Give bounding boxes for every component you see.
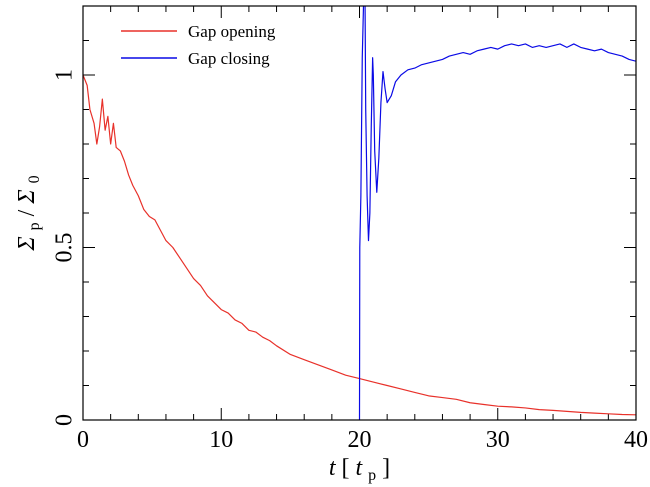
y-axis-num: Σ bbox=[14, 236, 40, 251]
legend-label-gap-opening: Gap opening bbox=[188, 22, 276, 41]
axis-ticks bbox=[82, 5, 637, 421]
tick-labels: 0 10 20 30 40 0 0.5 1 bbox=[52, 69, 649, 453]
plot-frame bbox=[82, 5, 637, 421]
y-tick-label: 1 bbox=[52, 69, 78, 81]
x-tick-label: 10 bbox=[209, 427, 233, 453]
y-axis-den-sub: 0 bbox=[26, 175, 43, 183]
legend: Gap opening Gap closing bbox=[121, 22, 276, 68]
y-axis-sep: / bbox=[14, 204, 40, 217]
x-axis-unit-var: t bbox=[356, 455, 364, 481]
x-axis-var: t bbox=[329, 455, 337, 481]
y-tick-label: 0.5 bbox=[52, 233, 78, 263]
x-axis-unit-sub: p bbox=[368, 467, 376, 484]
y-tick-label: 0 bbox=[52, 414, 78, 426]
y-axis-den: Σ bbox=[14, 189, 40, 204]
x-tick-label: 20 bbox=[348, 427, 372, 453]
x-axis-title: t [ t p ] bbox=[329, 455, 390, 486]
legend-label-gap-closing: Gap closing bbox=[188, 49, 270, 68]
x-tick-label: 30 bbox=[486, 427, 510, 453]
y-axis-num-sub: p bbox=[26, 222, 43, 230]
y-axis-title: Σ p / Σ 0 bbox=[14, 175, 45, 251]
series-line-gap-closing bbox=[358, 6, 636, 420]
x-tick-label: 0 bbox=[77, 427, 89, 453]
series-line-gap-opening bbox=[83, 74, 636, 416]
x-tick-label: 40 bbox=[624, 427, 648, 453]
series-lines bbox=[83, 6, 636, 420]
